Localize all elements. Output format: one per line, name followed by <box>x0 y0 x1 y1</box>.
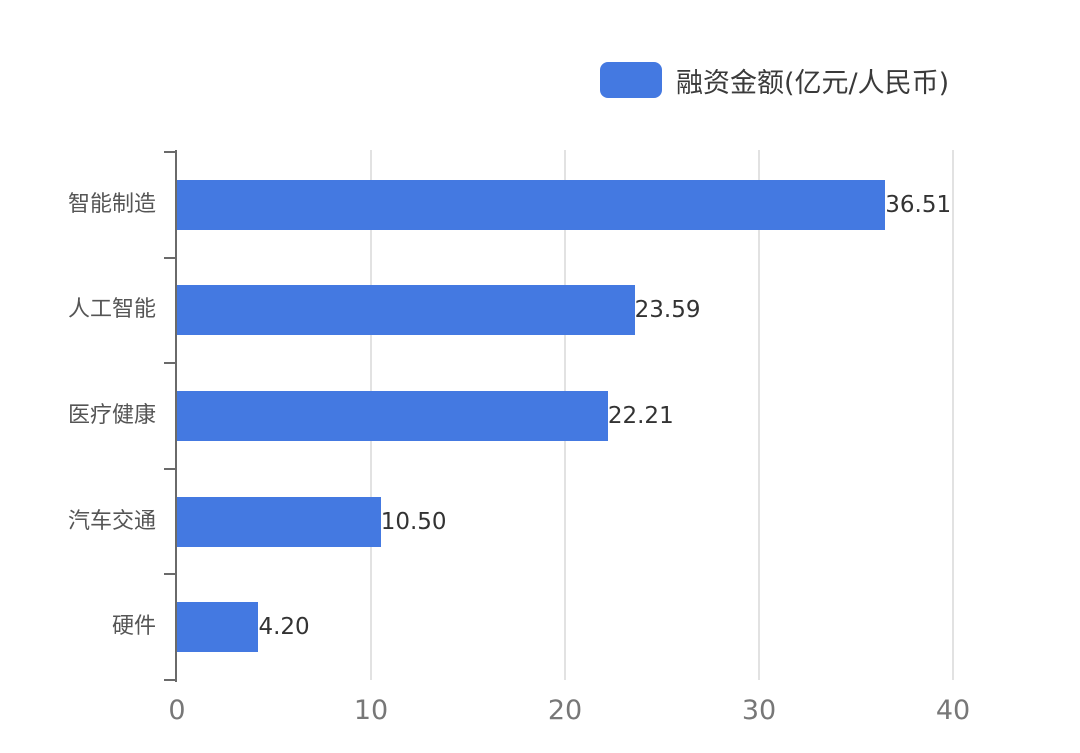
category-label: 医疗健康 <box>67 403 156 428</box>
legend-label: 融资金额(亿元/人民币) <box>676 67 950 99</box>
bar[interactable] <box>177 496 381 547</box>
y-axis <box>175 150 177 682</box>
y-tick <box>164 573 176 576</box>
category-label: 硬件 <box>111 614 156 640</box>
bar[interactable] <box>177 602 259 653</box>
chart-legend: 融资金额(亿元/人民币) <box>600 60 949 100</box>
gridline <box>952 150 954 680</box>
y-tick <box>164 467 176 470</box>
bar[interactable] <box>177 391 608 441</box>
value-label: 36.51 <box>885 191 952 218</box>
y-tick <box>164 362 176 365</box>
value-label: 23.59 <box>634 297 701 324</box>
x-tick-label: 20 <box>547 695 583 726</box>
category-label: 智能制造 <box>67 191 156 217</box>
legend-swatch <box>600 62 662 98</box>
category-label: 人工智能 <box>67 297 156 323</box>
y-tick <box>164 151 176 153</box>
x-tick-label: 10 <box>353 695 389 726</box>
category-label: 汽车交通 <box>67 508 156 534</box>
value-label: 22.21 <box>607 403 674 429</box>
bar[interactable] <box>177 285 635 336</box>
y-tick <box>164 679 176 681</box>
y-tick <box>164 256 176 259</box>
x-tick-label: 0 <box>168 695 186 726</box>
gridline <box>758 150 760 680</box>
x-tick-label: 40 <box>935 695 971 726</box>
bar[interactable] <box>177 179 886 230</box>
x-tick-label: 30 <box>741 695 777 726</box>
value-label: 4.20 <box>258 614 310 641</box>
value-label: 10.50 <box>380 508 447 535</box>
